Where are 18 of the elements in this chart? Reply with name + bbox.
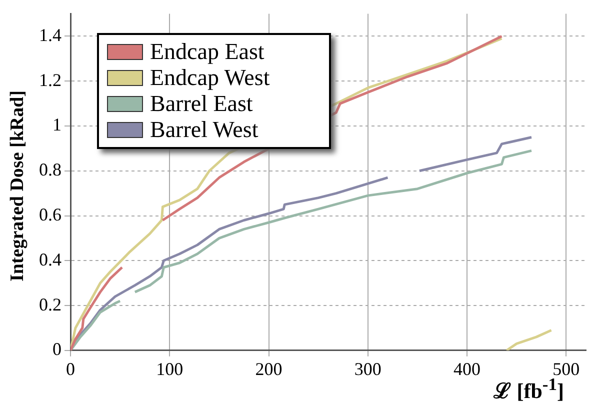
y-tick-label: 1.2 — [39, 70, 62, 90]
x-tick-label: 100 — [156, 358, 184, 379]
y-tick-label: 1.4 — [39, 24, 62, 45]
legend-label: Endcap East — [150, 39, 264, 65]
y-tick-label: 0.2 — [39, 294, 62, 314]
legend-label: Barrel East — [150, 91, 253, 117]
x-tick-label: 0 — [66, 358, 75, 379]
x-tick-label: 400 — [454, 358, 481, 379]
y-tick-label: 1 — [52, 114, 62, 135]
legend-label: Endcap West — [150, 65, 270, 91]
y-tick-label: 0.6 — [39, 204, 62, 224]
y-tick-label: 0 — [52, 339, 62, 360]
y-axis-title: Integrated Dose [kRad] — [7, 90, 29, 282]
legend-label: Barrel West — [150, 117, 258, 143]
y-tick-label: 0.4 — [39, 249, 62, 270]
y-tick-label: 0.8 — [39, 160, 62, 180]
x-tick-label: 200 — [255, 358, 282, 379]
x-tick-label: 300 — [354, 358, 382, 379]
